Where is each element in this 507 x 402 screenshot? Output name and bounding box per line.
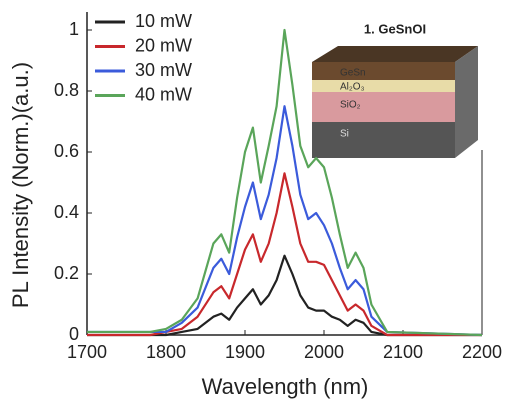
layer-label: SiO₂ [340, 100, 361, 111]
legend-label: 30 mW [135, 60, 192, 80]
inset-title: 1. GeSnOI [364, 21, 426, 36]
x-tick-label: 2200 [462, 342, 502, 362]
y-tick-label: 1 [69, 19, 79, 39]
layer-al2o3 [312, 80, 455, 92]
layer-label: Si [340, 129, 349, 140]
layer-top [312, 46, 478, 62]
layer-sio2 [312, 92, 455, 122]
series-line [87, 254, 482, 337]
y-tick-label: 0.2 [54, 263, 79, 283]
y-tick-label: 0 [69, 324, 79, 344]
legend-label: 20 mW [135, 35, 192, 55]
layer-side [455, 46, 478, 158]
layer-si [312, 122, 455, 158]
x-tick-label: 1900 [225, 342, 265, 362]
x-tick-label: 2000 [304, 342, 344, 362]
x-tick-label: 1800 [146, 342, 186, 362]
legend-label: 10 mW [135, 11, 192, 31]
layer-label: Al₂O₃ [340, 82, 365, 93]
layer-label: GeSn [340, 68, 366, 79]
y-axis-label: PL Intensity (Norm.)(a.u.) [8, 62, 33, 308]
series-line [87, 28, 483, 337]
legend-label: 40 mW [135, 84, 192, 104]
x-tick-label: 2100 [383, 342, 423, 362]
x-tick-label: 1700 [67, 342, 107, 362]
y-tick-label: 0.6 [54, 141, 79, 161]
series-line [87, 172, 482, 337]
layer-gesn [312, 62, 455, 80]
y-tick-label: 0.8 [54, 80, 79, 100]
y-tick-label: 0.4 [54, 202, 79, 222]
series-line [87, 105, 483, 337]
x-axis-label: Wavelength (nm) [202, 374, 369, 399]
inset: 1. GeSnOI GeSn Al₂O₃ SiO₂ Si [312, 21, 478, 158]
